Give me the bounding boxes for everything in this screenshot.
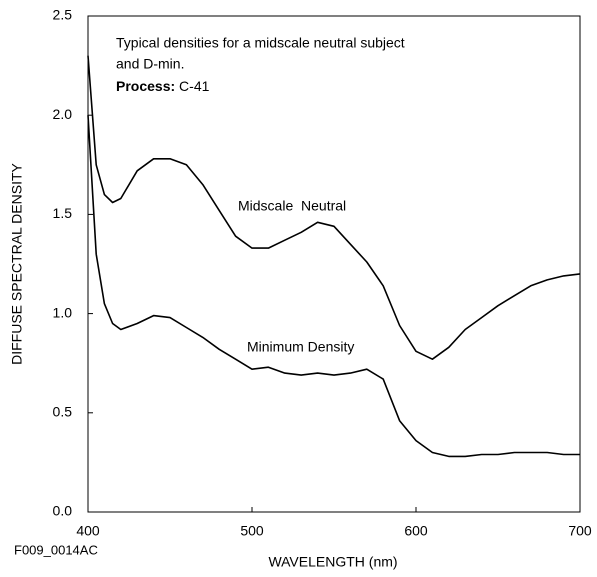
footer: F009_0014AC — [14, 542, 98, 557]
annotation: and D-min. — [116, 56, 184, 72]
series-line — [87, 55, 581, 360]
y-axis-label: DIFFUSE SPECTRAL DENSITY — [9, 162, 25, 364]
y-tick-label: 1.5 — [53, 205, 73, 221]
y-tick-label: 1.0 — [53, 304, 73, 320]
series-label: Midscale Neutral — [238, 198, 346, 214]
x-tick-label: 600 — [404, 523, 428, 539]
process-label: Process: — [116, 78, 175, 94]
process-value: C-41 — [179, 78, 210, 94]
y-tick-label: 0.5 — [53, 404, 73, 420]
x-tick-label: 400 — [76, 523, 100, 539]
y-tick-label: 2.5 — [53, 7, 73, 23]
x-tick-label: 500 — [240, 523, 264, 539]
series-line — [87, 115, 580, 458]
annotation: Process: C-41 — [116, 78, 210, 94]
annotation: Typical densities for a midscale neutral… — [116, 35, 405, 51]
series-label: Minimum Density — [247, 339, 354, 355]
y-tick-label: 0.0 — [53, 503, 73, 519]
x-tick-label: 700 — [568, 523, 592, 539]
y-tick-label: 2.0 — [53, 106, 73, 122]
plot-frame — [87, 15, 581, 513]
x-axis-label: WAVELENGTH (nm) — [268, 554, 397, 570]
